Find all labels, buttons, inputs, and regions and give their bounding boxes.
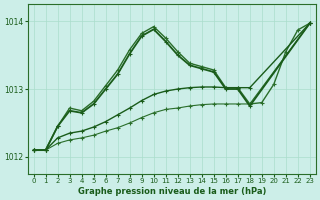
X-axis label: Graphe pression niveau de la mer (hPa): Graphe pression niveau de la mer (hPa) xyxy=(77,187,266,196)
